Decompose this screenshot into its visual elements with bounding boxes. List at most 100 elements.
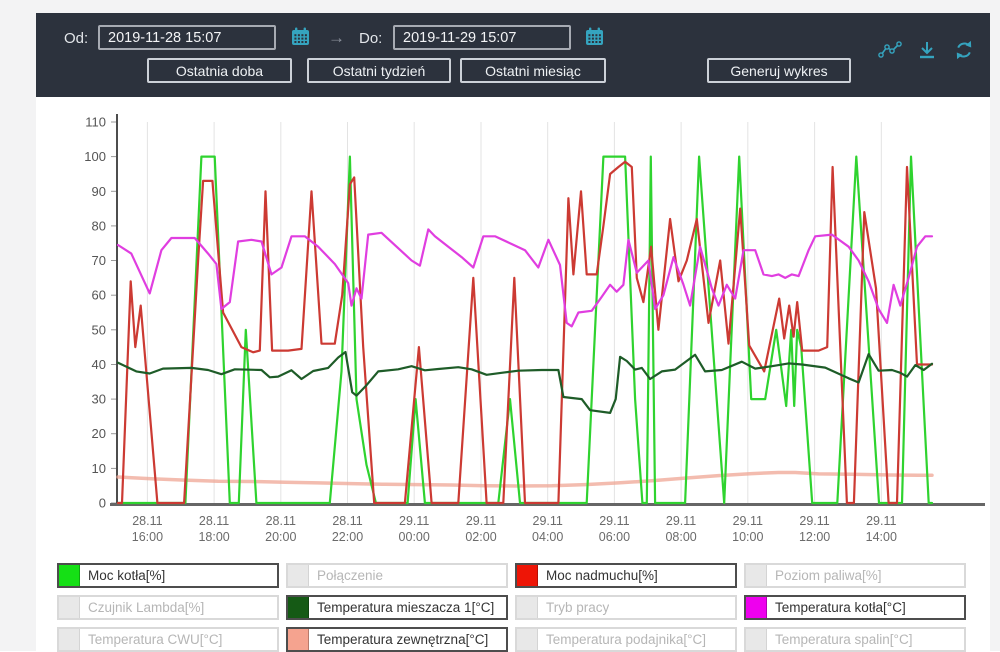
y-tick-label: 20 (92, 426, 106, 441)
x-tick-time: 00:00 (399, 530, 430, 544)
legend-label: Moc kotła[%] (88, 568, 166, 583)
series-temperatura-kot-a-c (116, 228, 934, 328)
to-label: Do: (359, 30, 383, 47)
x-tick-date: 29.11 (799, 514, 829, 528)
x-tick-time: 06:00 (599, 530, 630, 544)
x-tick-date: 29.11 (866, 514, 896, 528)
chart-line-icon[interactable] (878, 39, 902, 61)
to-calendar-button[interactable] (584, 27, 604, 47)
series-moc-nadmuchu (116, 160, 934, 505)
last-week-button[interactable]: Ostatni tydzień (307, 58, 451, 83)
calendar-icon (585, 27, 603, 45)
y-tick-label: 110 (85, 115, 106, 130)
legend-item-temperatura-spalin-c[interactable]: Temperatura spalin[°C] (744, 627, 966, 652)
toolbar: Od: → Do: (36, 13, 990, 97)
x-tick-date: 29.11 (399, 514, 429, 528)
refresh-icon[interactable] (952, 39, 976, 61)
x-tick-time: 12:00 (799, 530, 830, 544)
x-tick-time: 10:00 (732, 530, 763, 544)
legend-label: Moc nadmuchu[%] (546, 568, 658, 583)
legend-item-temperatura-cwu-c[interactable]: Temperatura CWU[°C] (57, 627, 279, 652)
y-tick-label: 90 (92, 184, 106, 199)
legend-label: Temperatura mieszacza 1[°C] (317, 600, 495, 615)
y-tick-label: 10 (92, 461, 106, 476)
legend-item-moc-nadmuchu[interactable]: Moc nadmuchu[%] (515, 563, 737, 588)
y-tick-label: 30 (92, 392, 106, 407)
toolbar-icons (878, 39, 976, 61)
legend-item-tryb-pracy[interactable]: Tryb pracy (515, 595, 737, 620)
series-temperatura-mieszacza-1-c (116, 350, 934, 414)
from-calendar-button[interactable] (290, 27, 310, 47)
legend-swatch (517, 597, 538, 618)
x-tick-date: 29.11 (666, 514, 696, 528)
x-tick-date: 28.11 (332, 514, 362, 528)
x-tick-time: 20:00 (265, 530, 296, 544)
date-range-row: Od: → Do: (36, 25, 990, 60)
legend-swatch (517, 565, 538, 586)
x-tick-date: 28.11 (266, 514, 296, 528)
last-month-button[interactable]: Ostatni miesiąc (460, 58, 606, 83)
legend-label: Tryb pracy (546, 600, 610, 615)
legend-label: Czujnik Lambda[%] (88, 600, 205, 615)
calendar-icon (291, 27, 309, 45)
x-tick-date: 29.11 (533, 514, 563, 528)
legend-label: Połączenie (317, 568, 384, 583)
legend-label: Temperatura zewnętrzna[°C] (317, 632, 489, 647)
x-tick-time: 14:00 (866, 530, 897, 544)
chart-legend: Moc kotła[%] Połączenie Moc nadmuchu[%] Poz… (57, 563, 966, 652)
download-icon[interactable] (915, 39, 939, 61)
line-chart: 0 10 20 30 40 50 60 70 80 90 100 110 28.11 16:00 28.11… (84, 114, 985, 544)
legend-swatch (746, 565, 767, 586)
legend-swatch (288, 629, 309, 650)
legend-item-temperatura-podajnika-c[interactable]: Temperatura podajnika[°C] (515, 627, 737, 652)
legend-swatch (746, 629, 767, 650)
x-tick-time: 22:00 (332, 530, 363, 544)
legend-swatch (517, 629, 538, 650)
last-day-button[interactable]: Ostatnia doba (147, 58, 292, 83)
legend-label: Temperatura kotła[°C] (775, 600, 906, 615)
y-tick-label: 40 (92, 357, 106, 372)
legend-label: Temperatura CWU[°C] (88, 632, 223, 647)
legend-item-poziom-paliwa[interactable]: Poziom paliwa[%] (744, 563, 966, 588)
x-tick-date: 29.11 (733, 514, 763, 528)
x-tick-time: 08:00 (665, 530, 696, 544)
legend-item-temperatura-zewn-trzna-c[interactable]: Temperatura zewnętrzna[°C] (286, 627, 508, 652)
y-tick-label: 70 (92, 253, 106, 268)
legend-swatch (288, 597, 309, 618)
x-tick-date: 29.11 (599, 514, 629, 528)
x-tick-date: 29.11 (466, 514, 496, 528)
legend-swatch (59, 629, 80, 650)
legend-swatch (59, 565, 80, 586)
x-tick-time: 16:00 (132, 530, 163, 544)
y-tick-label: 80 (92, 218, 106, 233)
chart-panel: 0 10 20 30 40 50 60 70 80 90 100 110 28.11 16:00 28.11… (36, 97, 990, 652)
legend-item-po-czenie[interactable]: Połączenie (286, 563, 508, 588)
quick-range-row: Ostatnia doba Ostatni tydzień Ostatni mi… (36, 58, 990, 84)
from-datetime-input[interactable] (98, 25, 276, 50)
legend-item-temperatura-kot-a-c[interactable]: Temperatura kotła[°C] (744, 595, 966, 620)
from-label: Od: (64, 30, 89, 47)
legend-swatch (59, 597, 80, 618)
legend-swatch (288, 565, 309, 586)
range-arrow: → (328, 28, 345, 47)
legend-label: Temperatura spalin[°C] (775, 632, 913, 647)
legend-label: Poziom paliwa[%] (775, 568, 882, 583)
legend-label: Temperatura podajnika[°C] (546, 632, 706, 647)
x-tick-date: 28.11 (199, 514, 229, 528)
x-tick-time: 02:00 (465, 530, 496, 544)
x-tick-date: 28.11 (132, 514, 162, 528)
y-tick-label: 60 (92, 288, 106, 303)
y-tick-label: 50 (92, 322, 106, 337)
x-tick-time: 18:00 (198, 530, 229, 544)
y-tick-label: 0 (99, 496, 106, 511)
to-datetime-input[interactable] (393, 25, 571, 50)
legend-swatch (746, 597, 767, 618)
legend-item-czujnik-lambda[interactable]: Czujnik Lambda[%] (57, 595, 279, 620)
x-tick-time: 04:00 (532, 530, 563, 544)
generate-chart-button[interactable]: Generuj wykres (707, 58, 851, 83)
y-tick-label: 100 (84, 149, 106, 164)
series-moc-kot-a (116, 155, 934, 505)
legend-item-temperatura-mieszacza-1-c[interactable]: Temperatura mieszacza 1[°C] (286, 595, 508, 620)
legend-item-moc-kot-a[interactable]: Moc kotła[%] (57, 563, 279, 588)
